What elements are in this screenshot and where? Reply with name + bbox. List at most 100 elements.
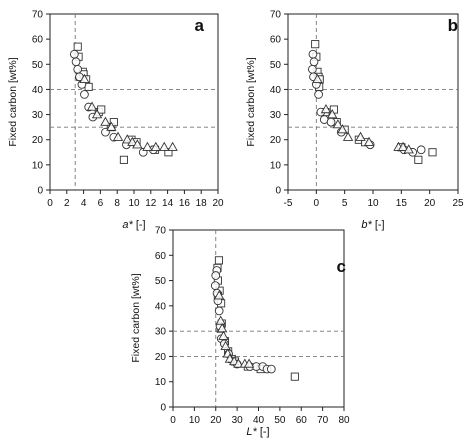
panel-b-y-axis-label: Fixed carbon [wt%] bbox=[245, 57, 257, 146]
panel-b-square-point bbox=[311, 40, 320, 49]
panel-a-x-tick-label: 12 bbox=[145, 198, 157, 209]
panel-b-triangle-point bbox=[397, 141, 409, 151]
panel-c-y-tick-label: 70 bbox=[155, 226, 167, 237]
panel-a-triangle-point bbox=[159, 141, 170, 151]
panel-b-square-point bbox=[428, 148, 437, 157]
panel-c-label: c bbox=[337, 257, 346, 276]
panel-b-x-tick-label: 20 bbox=[424, 198, 436, 209]
panel-b-points bbox=[308, 40, 437, 164]
panel-a-x-tick-label: 10 bbox=[128, 198, 140, 209]
panel-a-triangle-point bbox=[127, 136, 138, 146]
panel-c-triangle-point bbox=[213, 290, 225, 300]
panel-c-x-axis-unit: [-] bbox=[257, 426, 270, 438]
panel-c-triangle-point bbox=[220, 340, 231, 350]
panel-c-x-axis-variable: L* bbox=[246, 426, 257, 438]
panel-c-x-tick-label: 50 bbox=[274, 415, 286, 426]
panel-a-x-tick-label: 6 bbox=[98, 198, 104, 209]
panel-a-circle-point bbox=[73, 64, 83, 74]
panel-a-x-tick-label: 20 bbox=[212, 198, 224, 209]
panel-b-triangle-point bbox=[320, 104, 332, 114]
panel-c-reference-lines bbox=[173, 230, 344, 407]
panel-c: c Fixed carbon [wt%] L* [-] 0 10 20 30 40 50 6… bbox=[130, 226, 350, 439]
panel-a-triangle-point bbox=[150, 141, 162, 151]
panel-a-y-tick-label: 70 bbox=[32, 10, 44, 21]
panel-c-x-tick-label: 20 bbox=[210, 415, 222, 426]
panel-c-y-tick-label: 10 bbox=[155, 377, 167, 388]
panel-b-y-tick-label: 20 bbox=[270, 135, 282, 146]
panel-a-y-tick-label: 10 bbox=[32, 160, 44, 171]
panel-a-triangle-point bbox=[122, 134, 133, 144]
panel-b-x-tick-label: 5 bbox=[342, 198, 348, 209]
panel-c-x-tick-label: 30 bbox=[232, 415, 244, 426]
panel-b-triangle-point bbox=[355, 131, 366, 141]
panel-b-y-tick-label: 10 bbox=[270, 160, 282, 171]
panel-c-ticks: 0 10 20 30 40 50 60 70 80 0 10 20 30 40 50 60 70 bbox=[155, 226, 350, 427]
panel-a-y-tick-label: 20 bbox=[32, 135, 44, 146]
panel-c-y-tick-label: 60 bbox=[155, 251, 167, 262]
panel-a-triangle-point bbox=[132, 139, 143, 149]
panel-a-label: a bbox=[195, 16, 205, 35]
panel-b-circle-point bbox=[308, 49, 318, 59]
panel-c-x-tick-label: 60 bbox=[296, 415, 308, 426]
panel-b-circle-point bbox=[314, 90, 323, 99]
panel-c-plot-frame bbox=[172, 229, 345, 408]
panel-c-triangle-point bbox=[218, 330, 229, 340]
panel-a-y-tick-label: 0 bbox=[37, 186, 43, 197]
panel-a-points bbox=[70, 42, 178, 164]
panel-b-y-tick-label: 50 bbox=[270, 60, 282, 71]
panel-b: b Fixed carbon [wt%] b* [-] -5 0 5 10 15 20 25… bbox=[245, 10, 464, 232]
panel-a-x-tick-label: 14 bbox=[162, 198, 174, 209]
panel-c-square-point bbox=[214, 256, 224, 265]
panel-a-y-tick-label: 40 bbox=[32, 85, 44, 96]
panel-a: a Fixed carbon [wt%] a* [-] 0 2 4 6 8 10 12 14 1… bbox=[7, 10, 224, 232]
panel-c-x-tick-label: 70 bbox=[317, 415, 329, 426]
panel-c-points bbox=[210, 256, 299, 381]
panel-c-x-tick-label: 80 bbox=[338, 415, 350, 426]
panel-a-triangle-point bbox=[167, 141, 178, 151]
panel-a-triangle-point bbox=[112, 131, 124, 141]
panel-c-circle-point bbox=[214, 306, 224, 316]
panel-a-circle-point bbox=[80, 90, 89, 99]
panel-c-triangle-point bbox=[216, 323, 228, 333]
panel-a-circle-point bbox=[71, 57, 81, 67]
panel-b-y-tick-label: 70 bbox=[270, 10, 282, 21]
panel-c-y-tick-label: 30 bbox=[155, 327, 167, 338]
panel-b-triangle-point bbox=[342, 131, 354, 141]
panel-b-x-tick-label: 25 bbox=[452, 198, 464, 209]
panel-c-square-point bbox=[290, 372, 299, 381]
panel-a-triangle-point bbox=[142, 141, 153, 151]
panel-b-x-tick-label: -5 bbox=[284, 198, 293, 209]
panel-a-x-tick-label: 8 bbox=[114, 198, 120, 209]
panel-a-circle-point bbox=[70, 49, 79, 59]
panel-b-square-point bbox=[414, 155, 423, 164]
panel-a-square-point bbox=[164, 148, 173, 157]
panel-c-y-tick-label: 0 bbox=[160, 403, 166, 414]
panel-a-square-point bbox=[97, 105, 106, 114]
panel-c-x-axis-label: L* [-] bbox=[246, 426, 269, 438]
panel-c-y-tick-label: 50 bbox=[155, 276, 167, 287]
panel-c-circle-point bbox=[266, 364, 276, 374]
panel-b-y-tick-label: 60 bbox=[270, 35, 282, 46]
panel-a-square-point bbox=[119, 155, 128, 164]
panel-a-triangle-point bbox=[100, 116, 111, 126]
panel-c-x-tick-label: 40 bbox=[253, 415, 265, 426]
panel-c-triangle-point bbox=[215, 315, 226, 325]
panel-a-y-axis-label: Fixed carbon [wt%] bbox=[7, 57, 19, 146]
panel-b-triangle-point bbox=[312, 73, 323, 84]
panel-c-x-tick-label: 0 bbox=[170, 415, 176, 426]
panel-a-reference-lines bbox=[50, 14, 218, 190]
panel-a-square-point bbox=[109, 118, 118, 127]
panel-c-triangle-point bbox=[233, 358, 244, 368]
panel-a-x-tick-label: 2 bbox=[64, 198, 70, 209]
panel-b-triangle-point bbox=[332, 119, 344, 129]
panel-b-triangle-point bbox=[327, 109, 338, 119]
panel-c-circle-point bbox=[211, 271, 221, 280]
panel-a-square-point bbox=[73, 42, 82, 51]
panel-a-x-tick-label: 18 bbox=[196, 198, 208, 209]
panel-b-circle-point bbox=[309, 57, 319, 67]
panel-b-x-axis-label: b* [-] bbox=[361, 219, 384, 231]
panel-a-x-tick-label: 4 bbox=[81, 198, 87, 209]
panel-c-y-tick-label: 40 bbox=[155, 301, 167, 312]
